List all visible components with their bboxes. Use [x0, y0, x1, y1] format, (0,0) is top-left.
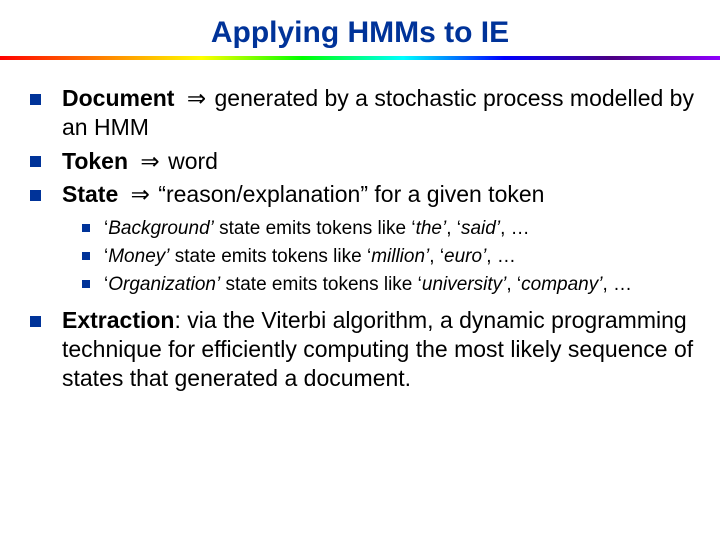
sub-text: , … — [500, 218, 530, 239]
bullet-item: State ⇒ “reason/explanation” for a given… — [18, 180, 702, 296]
bullet-item: Token ⇒ word — [18, 147, 702, 176]
sub-text: state emits tokens like ‘ — [214, 218, 416, 239]
arrow-icon — [118, 181, 128, 207]
sub-italic: Organization’ — [108, 274, 220, 295]
bullet-text: word — [162, 148, 218, 174]
slide-content: Document ⇒ generated by a stochastic pro… — [0, 84, 720, 393]
bullet-text: “reason/explanation” for a given token — [152, 181, 545, 207]
bullet-bold: Extraction — [62, 307, 174, 333]
slide: Applying HMMs to IE Document ⇒ generated… — [0, 0, 720, 540]
sub-text: , ‘ — [506, 274, 521, 295]
sub-italic: euro’ — [444, 246, 486, 267]
sub-bullet-item: ‘Organization’ state emits tokens like ‘… — [62, 273, 702, 297]
sub-bullet-list: ‘Background’ state emits tokens like ‘th… — [62, 217, 702, 296]
slide-title: Applying HMMs to IE — [0, 0, 720, 56]
sub-italic: million’ — [371, 246, 429, 267]
sub-text: state emits tokens like ‘ — [220, 274, 422, 295]
arrow-icon: ⇒ — [138, 148, 161, 174]
sub-italic: said’ — [461, 218, 500, 239]
rainbow-divider — [0, 56, 720, 60]
arrow-icon — [174, 85, 184, 111]
sub-bullet-item: ‘Background’ state emits tokens like ‘th… — [62, 217, 702, 241]
sub-text: , ‘ — [429, 246, 444, 267]
arrow-icon — [128, 148, 138, 174]
bullet-bold: Token — [62, 148, 128, 174]
sub-text: , … — [602, 274, 632, 295]
sub-text: , ‘ — [446, 218, 461, 239]
arrow-icon: ⇒ — [185, 85, 208, 111]
sub-text: , … — [486, 246, 516, 267]
sub-bullet-item: ‘Money’ state emits tokens like ‘million… — [62, 245, 702, 269]
sub-italic: university’ — [422, 274, 506, 295]
sub-italic: Background’ — [108, 218, 214, 239]
sub-italic: Money’ — [108, 246, 169, 267]
sub-italic: the’ — [416, 218, 447, 239]
bullet-bold: State — [62, 181, 118, 207]
sub-italic: company’ — [521, 274, 602, 295]
bullet-item: Extraction: via the Viterbi algorithm, a… — [18, 306, 702, 392]
bullet-list: Document ⇒ generated by a stochastic pro… — [18, 84, 702, 393]
sub-text: state emits tokens like ‘ — [169, 246, 371, 267]
bullet-item: Document ⇒ generated by a stochastic pro… — [18, 84, 702, 142]
bullet-bold: Document — [62, 85, 174, 111]
arrow-icon: ⇒ — [129, 181, 152, 207]
